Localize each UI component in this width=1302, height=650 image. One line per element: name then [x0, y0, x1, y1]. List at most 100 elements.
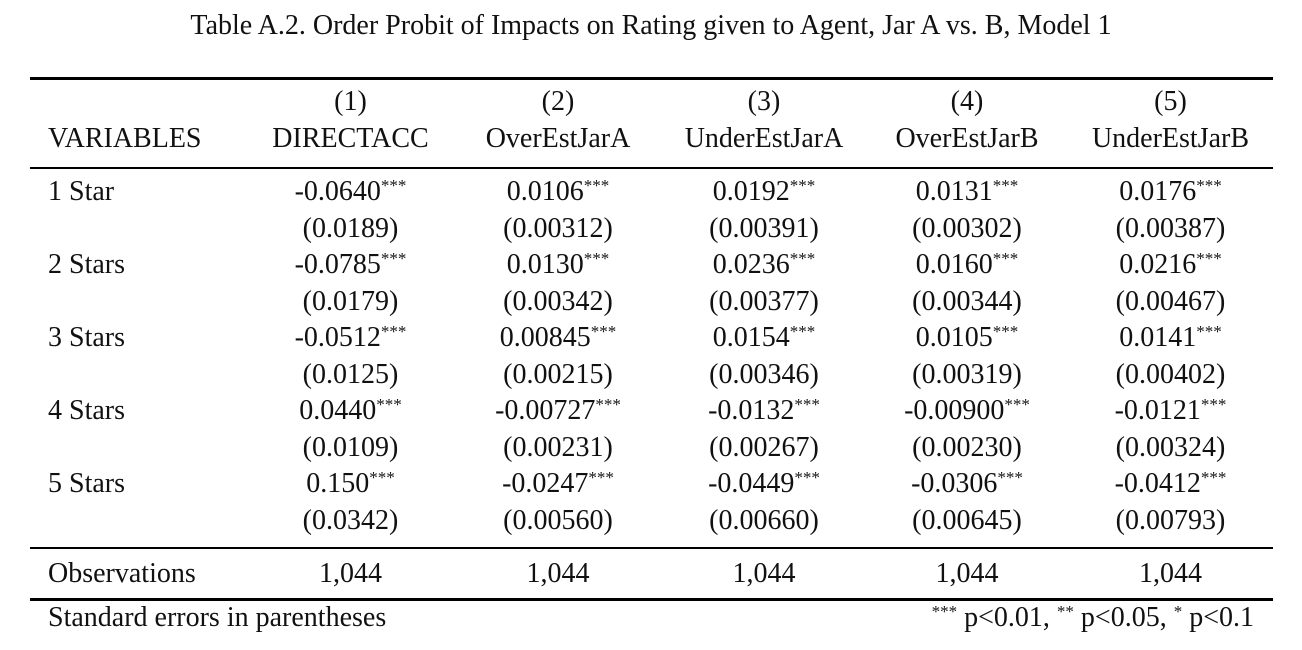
significance-stars: ***	[583, 176, 610, 195]
coefficient-value: 0.0440	[299, 395, 377, 426]
significance-stars: ***	[588, 468, 614, 487]
column-number: (5)	[1154, 86, 1187, 117]
coefficient-value: -0.0785	[294, 249, 381, 280]
column-name: UnderEstJarB	[1091, 122, 1250, 154]
coefficient-cell: -0.0121***	[1068, 393, 1273, 430]
significance-stars: ***	[380, 176, 407, 195]
coefficient-row: 4 Stars 0.0440*** -0.00727*** -0.0132*** -0.…	[30, 393, 1273, 430]
coefficient-cell: -0.00900***	[866, 393, 1068, 430]
observations-value: 1,044	[526, 558, 590, 589]
coefficient-row: 3 Stars -0.0512*** 0.00845*** 0.0154*** 0.01…	[30, 320, 1273, 357]
coefficient-cell: -0.0412***	[1068, 466, 1273, 503]
coefficient-value: -0.0412	[1114, 468, 1201, 499]
significance-stars: ***	[1200, 395, 1227, 414]
significance-text: p<0.05,	[1073, 602, 1174, 633]
coefficient-value: 0.0216	[1119, 249, 1197, 280]
coefficient-cell: 0.0236***	[662, 247, 866, 284]
coefficient-cell: 0.0106***	[454, 174, 662, 211]
observations-value: 1,044	[732, 558, 796, 589]
column-number: (4)	[950, 86, 984, 117]
observations-label: Observations	[48, 558, 196, 589]
standard-error-value: (0.00324)	[1115, 431, 1226, 463]
significance-stars: ***	[789, 322, 816, 341]
standard-error-value: (0.00312)	[503, 212, 613, 244]
column-name: UnderEstJarA	[684, 122, 844, 154]
column-name: DIRECTACC	[272, 122, 429, 154]
table-title: Table A.2. Order Probit of Impacts on Ra…	[190, 10, 1112, 41]
significance-stars: ***	[590, 322, 617, 341]
standard-error-value: (0.00387)	[1115, 212, 1226, 244]
coefficient-row: 5 Stars 0.150*** -0.0247*** -0.0449*** -0.03…	[30, 466, 1273, 503]
coefficient-value: -0.0512	[294, 322, 381, 353]
significance-stars: ***	[595, 395, 621, 414]
standard-error-value: (0.00319)	[912, 358, 1022, 390]
blank-cell	[30, 211, 247, 248]
standard-error-value: (0.00467)	[1115, 285, 1226, 317]
standard-error-row: (0.0179) (0.00342) (0.00377) (0.00344) (0.00…	[30, 284, 1273, 321]
standard-error-value: (0.00660)	[709, 504, 819, 536]
standard-error-row: (0.0342) (0.00560) (0.00660) (0.00645) (0.00…	[30, 503, 1273, 540]
variable-label: 3 Stars	[48, 322, 125, 353]
coefficient-value: 0.0160	[915, 249, 993, 280]
significance-text: p<0.01,	[957, 602, 1057, 633]
column-number: (3)	[747, 86, 781, 117]
standard-error-value: (0.0109)	[302, 431, 399, 463]
variable-label: 4 Stars	[48, 395, 125, 426]
observations-value: 1,044	[319, 558, 382, 589]
observations-rule	[30, 547, 1273, 549]
significance-stars: ***	[1200, 468, 1227, 487]
significance-stars: ***	[1196, 249, 1222, 268]
column-name: OverEstJarA	[485, 122, 631, 154]
significance-stars: ***	[380, 249, 407, 268]
coefficient-cell: -0.0785***	[247, 247, 454, 284]
standard-error-row: (0.0189) (0.00312) (0.00391) (0.00302) (0.00…	[30, 211, 1273, 248]
coefficient-cell: 0.0131***	[866, 174, 1068, 211]
standard-error-value: (0.00267)	[709, 431, 819, 463]
coefficient-value: -0.0640	[294, 176, 381, 207]
standard-error-value: (0.00402)	[1115, 358, 1226, 390]
header-blank-cell	[30, 84, 247, 121]
coefficient-cell: -0.0132***	[662, 393, 866, 430]
coefficient-cell: 0.0216***	[1068, 247, 1273, 284]
coefficient-cell: 0.0160***	[866, 247, 1068, 284]
coefficient-value: -0.00900	[904, 395, 1005, 426]
coefficient-value: 0.00845	[499, 322, 591, 353]
coefficient-cell: -0.0306***	[866, 466, 1068, 503]
standard-error-value: (0.00560)	[503, 504, 613, 536]
standard-error-value: (0.0179)	[302, 285, 399, 317]
significance-stars: ***	[794, 468, 820, 487]
significance-text: p<0.1	[1182, 602, 1254, 633]
standard-error-value: (0.00342)	[503, 285, 613, 317]
coefficient-cell: -0.00727***	[454, 393, 662, 430]
standard-error-value: (0.00215)	[503, 358, 613, 390]
variable-label: 5 Stars	[48, 468, 125, 499]
coefficient-cell: 0.150***	[247, 466, 454, 503]
observations-table: Observations 1,044 1,044 1,044 1,044 1,0…	[30, 549, 1273, 599]
table-body: (1) (2) (3) (4) (5) VARIABLES DIRECTACC …	[30, 84, 1273, 171]
standard-error-value: (0.0342)	[302, 504, 399, 536]
coefficient-value: -0.0247	[502, 468, 589, 499]
coefficient-value: 0.0192	[712, 176, 790, 207]
coefficient-value: 0.0131	[915, 176, 993, 207]
significance-stars: ***	[997, 468, 1023, 487]
coefficient-value: -0.00727	[495, 395, 596, 426]
coefficient-cell: -0.0640***	[247, 174, 454, 211]
significance-stars: ***	[380, 322, 407, 341]
coefficient-cell: 0.0176***	[1068, 174, 1273, 211]
significance-stars: ***	[789, 176, 816, 195]
coefficient-row: 2 Stars -0.0785*** 0.0130*** 0.0236*** 0.016…	[30, 247, 1273, 284]
coefficient-value: -0.0449	[708, 468, 795, 499]
coefficient-value: 0.0105	[915, 322, 993, 353]
significance-stars: ***	[583, 249, 610, 268]
standard-error-row: (0.0125) (0.00215) (0.00346) (0.00319) (0.00…	[30, 357, 1273, 394]
standard-error-value: (0.00302)	[912, 212, 1022, 244]
top-rule	[30, 77, 1273, 80]
standard-error-row: (0.0109) (0.00231) (0.00267) (0.00230) (0.00…	[30, 430, 1273, 467]
column-number-row: (1) (2) (3) (4) (5)	[30, 84, 1273, 121]
coefficient-cell: 0.0105***	[866, 320, 1068, 357]
significance-stars: ***	[992, 322, 1019, 341]
significance-stars: ***	[376, 395, 402, 414]
standard-error-value: (0.0189)	[302, 212, 399, 244]
blank-cell	[30, 357, 247, 394]
standard-error-value: (0.00231)	[503, 431, 613, 463]
